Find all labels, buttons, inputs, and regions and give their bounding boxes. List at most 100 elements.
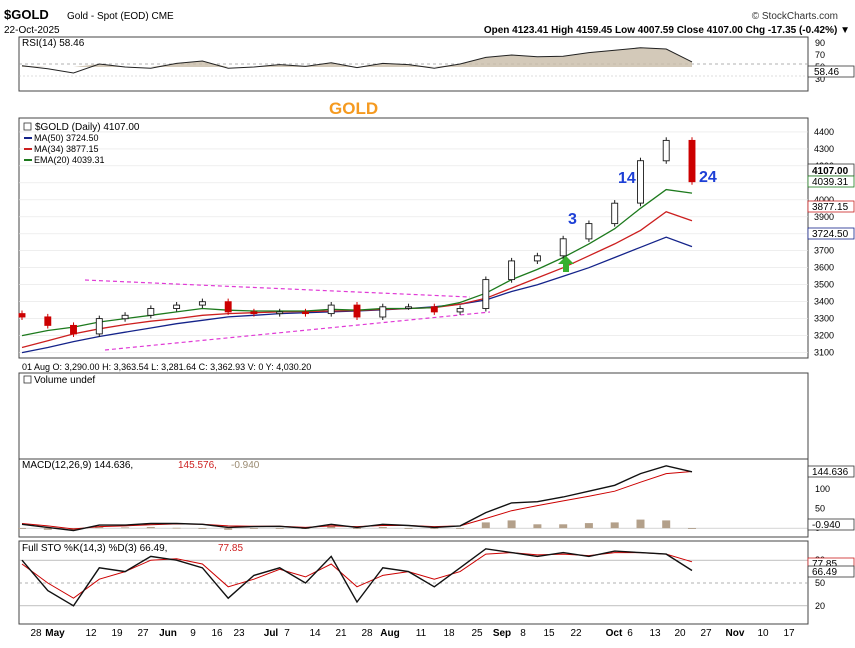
badge-ma34-box	[807, 200, 855, 213]
bottom-axis-label: Jul	[264, 628, 279, 639]
candle-body	[121, 314, 129, 320]
macd-hist-bar	[688, 528, 696, 529]
annotation-24: 24	[699, 169, 717, 186]
bottom-axis-label: 17	[783, 628, 795, 639]
price-candles	[18, 137, 696, 337]
macd-hist-bar	[146, 527, 155, 529]
macd-hist-bar	[327, 526, 336, 529]
rsi-label: RSI(14) 58.46	[22, 38, 85, 49]
macd-hist-bar	[430, 528, 439, 529]
badge-ma50-box	[807, 227, 855, 240]
gold-title-note: GOLD	[329, 99, 378, 118]
macd-hist-badge-box	[807, 518, 855, 531]
macd-hist-bar	[481, 522, 490, 529]
macd-signal-line	[21, 471, 693, 530]
bottom-axis-label: Sep	[493, 628, 511, 639]
bottom-axis-label: 7	[284, 628, 290, 639]
macd-series	[18, 465, 808, 532]
bottom-axis-label: 25	[471, 628, 483, 639]
triangle-lower-line	[104, 311, 491, 351]
price-panel: $GOLD (Daily) 4107.00 MA(50) 3724.50 MA(…	[18, 117, 855, 372]
rsi-tick-label: 90	[815, 38, 825, 48]
bottom-axis-label: May	[45, 628, 65, 639]
bottom-axis-label: Oct	[606, 628, 623, 639]
badge-ma50: 3724.50	[812, 229, 849, 240]
candle-body	[662, 139, 670, 162]
annotation-14: 14	[618, 170, 636, 187]
price-tick-label: 3100	[814, 348, 834, 358]
legend-marker-gold	[23, 122, 32, 131]
macd-hist-bar	[249, 528, 258, 529]
rsi-tick-label: 70	[815, 50, 825, 60]
candle-body	[379, 306, 387, 318]
candle-body	[95, 318, 103, 335]
macd-hist-bar	[533, 524, 542, 529]
price-grid	[19, 131, 808, 353]
sto-series	[19, 548, 808, 607]
ohlc-footer-bar	[19, 362, 808, 373]
macd-tick-label: 50	[815, 504, 825, 514]
volume-frame	[18, 372, 809, 460]
bottom-axis-label: 6	[627, 628, 633, 639]
bottom-axis-label: 15	[543, 628, 555, 639]
sto-label: Full STO %K(14,3) %D(3) 66.49,	[22, 543, 167, 554]
macd-hist-bar	[559, 524, 568, 529]
header-symbol: $GOLD	[4, 7, 49, 22]
bottom-axis-label: 28	[361, 628, 373, 639]
candle-body	[430, 306, 438, 313]
price-legend: $GOLD (Daily) 4107.00 MA(50) 3724.50 MA(…	[23, 122, 140, 165]
bottom-axis-label: Nov	[726, 628, 745, 639]
candle-body	[276, 311, 284, 315]
macd-badge-box	[807, 465, 855, 478]
macd-hist-bar	[43, 528, 52, 530]
sto-panel: Full STO %K(14,3) %D(3) 66.49, 77.85 805…	[18, 540, 855, 625]
macd-hist-bar	[662, 520, 671, 529]
price-tick-label: 3500	[814, 280, 834, 290]
macd-hist-bar	[172, 527, 181, 529]
macd-badge: 144.636	[812, 467, 849, 478]
sto-k-badge: 66.49	[812, 567, 837, 578]
sto-d-badge: 77.85	[812, 559, 837, 570]
sto-tick-label: 20	[815, 601, 825, 611]
macd-hist-bar	[507, 520, 516, 529]
macd-hist-bar	[18, 528, 26, 529]
badge-price: 4107.00	[812, 166, 849, 177]
candle-body	[533, 255, 541, 262]
candle-body	[611, 202, 619, 225]
bottom-axis-label: 13	[649, 628, 661, 639]
candle-body	[585, 223, 593, 240]
bottom-axis-label: 16	[211, 628, 223, 639]
candle-body	[250, 311, 258, 315]
triangle-pattern	[84, 279, 491, 351]
header-brand: © StockCharts.com	[752, 11, 838, 22]
candle-body	[327, 304, 335, 315]
macd-hist-bar	[224, 528, 233, 530]
sto-d-label: 77.85	[218, 543, 243, 554]
up-arrow-icon	[558, 256, 574, 272]
candle-body	[147, 308, 155, 316]
bottom-axis-label: 8	[520, 628, 526, 639]
candle-body	[18, 313, 26, 318]
bottom-axis-label: 9	[190, 628, 196, 639]
price-value-badges: 4107.00 4039.31 3877.15 3724.50	[807, 163, 855, 240]
bottom-axis-label: 19	[111, 628, 123, 639]
bottom-axis-label: 18	[443, 628, 455, 639]
rsi-tick-label: 30	[815, 74, 825, 84]
macd-label: MACD(12,26,9) 144.636,	[22, 460, 133, 471]
candle-body	[198, 301, 206, 306]
bottom-axis-label: 20	[674, 628, 686, 639]
legend-ema20: EMA(20) 4039.31	[34, 155, 105, 165]
candle-body	[70, 324, 77, 335]
price-tick-label: 3600	[814, 263, 834, 273]
sto-k-badge-box	[807, 565, 855, 578]
macd-signal-label: 145.576,	[178, 460, 217, 471]
macd-tick-label: 100	[815, 484, 830, 494]
bottom-axis-label: 12	[85, 628, 97, 639]
badge-ema20-box	[807, 175, 855, 188]
volume-label: Volume undef	[34, 375, 95, 386]
price-tick-label: 3900	[814, 212, 834, 222]
bottom-axis-label: Jun	[159, 628, 177, 639]
candle-body	[44, 316, 52, 326]
macd-hist-bar	[121, 527, 130, 529]
sto-tick-label: 50	[815, 578, 825, 588]
